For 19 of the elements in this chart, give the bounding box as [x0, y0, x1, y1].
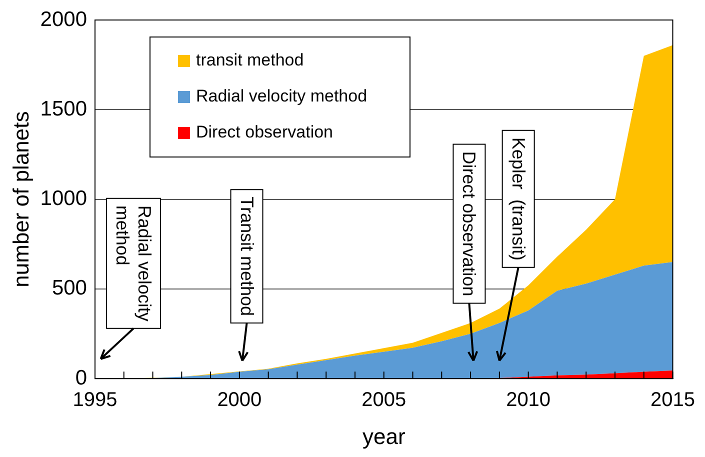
- x-tick-label: 2010: [506, 389, 551, 412]
- x-tick-label: 1995: [72, 389, 118, 412]
- annotation: Transit method: [236, 196, 257, 316]
- y-tick-label: 2000: [40, 8, 87, 31]
- y-tick-label: 1000: [40, 187, 87, 210]
- legend-label: Direct observation: [196, 122, 334, 142]
- y-tick-label: 1500: [40, 97, 87, 120]
- y-tick-label: 500: [52, 276, 87, 300]
- annotation: Kepler (transit): [508, 137, 528, 260]
- x-tick-label: 2000: [217, 389, 262, 412]
- x-tick-label: 2005: [362, 389, 406, 412]
- y-axis-title: number of planets: [8, 111, 34, 288]
- annotation: Direct observation: [459, 151, 480, 296]
- x-axis-title: year: [362, 424, 406, 449]
- x-tick-label: 2015: [650, 389, 696, 412]
- legend-label: transit method: [196, 50, 304, 70]
- y-tick-label: 0: [75, 366, 87, 390]
- annotation: Radial velocity method: [112, 205, 155, 322]
- legend-label: Radial velocity method: [196, 86, 368, 106]
